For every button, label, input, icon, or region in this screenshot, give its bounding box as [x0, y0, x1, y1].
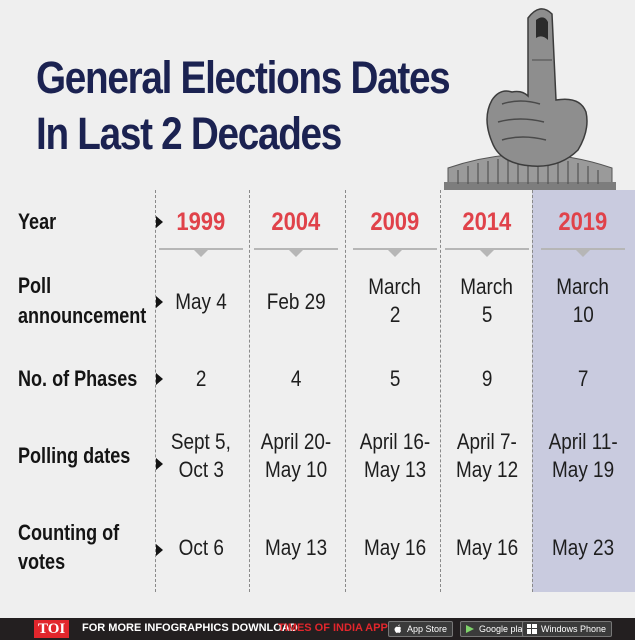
footer-text: FOR MORE INFOGRAPHICS DOWNLOAD	[82, 622, 298, 634]
row-label-counting: Counting of	[18, 520, 120, 545]
footer-app-name[interactable]: TIMES OF INDIA APP	[278, 622, 388, 634]
row-pointer-icon	[156, 544, 163, 556]
year-underline	[445, 248, 529, 250]
polling-dates-cell: April 20- May 10	[260, 429, 332, 482]
windows-phone-label: Windows Phone	[541, 624, 607, 634]
year-underline	[353, 248, 437, 250]
windows-icon	[527, 624, 537, 634]
phases-cell: 9	[481, 366, 493, 391]
year-header: 2014	[462, 208, 512, 236]
row-label-poll: Poll	[18, 273, 52, 298]
footer-bar: TOI FOR MORE INFOGRAPHICS DOWNLOAD TIMES…	[0, 618, 635, 640]
poll-announcement-cell: May 4	[175, 289, 227, 314]
year-header: 1999	[176, 208, 226, 236]
counting-cell: Oct 6	[178, 535, 224, 560]
polling-dates-cell: Sept 5, Oct 3	[171, 429, 231, 482]
highlight-column-2019	[532, 190, 635, 592]
column-divider	[155, 190, 156, 592]
poll-announcement-cell: March 2	[368, 274, 422, 327]
year-notch	[289, 250, 303, 257]
raised-finger-icon	[486, 8, 588, 167]
row-label-counting-2: votes	[18, 549, 66, 574]
row-pointer-icon	[156, 216, 163, 228]
phases-cell: 4	[290, 366, 302, 391]
polling-dates-cell: April 16- May 13	[359, 429, 431, 482]
title-line-2: In Last 2 Decades	[36, 108, 342, 159]
apple-icon	[394, 624, 401, 633]
phases-cell: 5	[389, 366, 401, 391]
google-play-label: Google play	[479, 624, 528, 634]
year-notch	[480, 250, 494, 257]
poll-announcement-cell: March 5	[460, 274, 514, 327]
counting-cell: May 23	[551, 535, 615, 560]
polling-dates-cell: April 11- May 19	[548, 429, 618, 482]
year-underline	[254, 248, 338, 250]
year-notch	[576, 250, 590, 257]
row-pointer-icon	[156, 373, 163, 385]
year-notch	[388, 250, 402, 257]
row-label-poll-2: announcement	[18, 303, 147, 328]
title-line-1: General Elections Dates	[36, 52, 451, 103]
voting-hand-parliament-illustration	[444, 8, 616, 190]
phases-cell: 7	[577, 366, 589, 391]
column-divider	[249, 190, 250, 592]
polling-dates-cell: April 7- May 12	[455, 429, 519, 482]
row-pointer-icon	[156, 296, 163, 308]
toi-logo: TOI	[34, 620, 70, 638]
row-label-phases: No. of Phases	[18, 366, 138, 391]
app-store-label: App Store	[407, 624, 448, 634]
column-divider	[532, 190, 533, 592]
row-label-polling: Polling dates	[18, 443, 131, 468]
phases-cell: 2	[195, 366, 207, 391]
counting-cell: May 16	[363, 535, 427, 560]
year-underline	[159, 248, 243, 250]
year-header: 2019	[558, 208, 608, 236]
year-header: 2004	[271, 208, 321, 236]
app-store-badge[interactable]: App Store	[388, 621, 454, 637]
year-underline	[541, 248, 625, 250]
counting-cell: May 13	[264, 535, 328, 560]
year-notch	[194, 250, 208, 257]
windows-phone-badge[interactable]: Windows Phone	[522, 621, 613, 637]
column-divider	[345, 190, 346, 592]
row-pointer-icon	[156, 458, 163, 470]
counting-cell: May 16	[455, 535, 519, 560]
column-divider	[440, 190, 441, 592]
page-title: General Elections Dates In Last 2 Decade…	[36, 50, 506, 162]
poll-announcement-cell: March 10	[556, 274, 610, 327]
year-header: 2009	[370, 208, 420, 236]
google-play-badge[interactable]: Google play	[460, 621, 534, 637]
row-label-year: Year	[18, 209, 57, 234]
poll-announcement-cell: Feb 29	[266, 289, 326, 314]
play-icon	[466, 625, 474, 633]
